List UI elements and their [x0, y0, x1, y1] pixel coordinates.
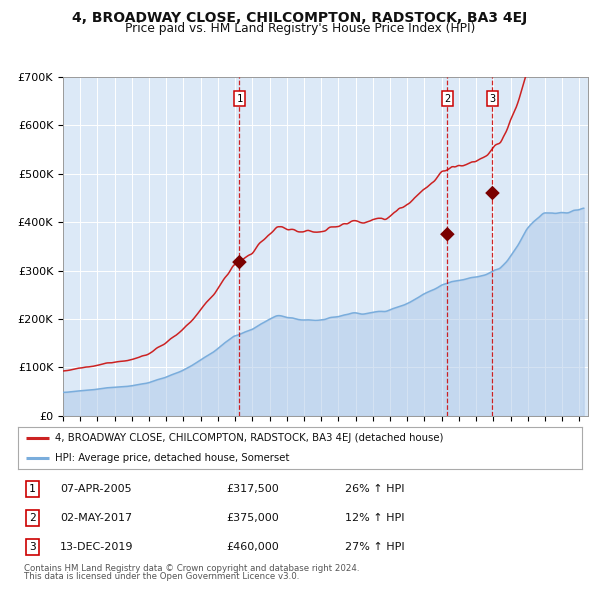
Text: 4, BROADWAY CLOSE, CHILCOMPTON, RADSTOCK, BA3 4EJ (detached house): 4, BROADWAY CLOSE, CHILCOMPTON, RADSTOCK… [55, 432, 443, 442]
Text: 1: 1 [236, 93, 242, 103]
Text: 4, BROADWAY CLOSE, CHILCOMPTON, RADSTOCK, BA3 4EJ: 4, BROADWAY CLOSE, CHILCOMPTON, RADSTOCK… [73, 11, 527, 25]
Text: 07-APR-2005: 07-APR-2005 [60, 484, 132, 494]
Text: £460,000: £460,000 [227, 542, 280, 552]
Text: HPI: Average price, detached house, Somerset: HPI: Average price, detached house, Some… [55, 453, 289, 463]
Text: 02-MAY-2017: 02-MAY-2017 [60, 513, 133, 523]
Text: 26% ↑ HPI: 26% ↑ HPI [345, 484, 404, 494]
Text: Price paid vs. HM Land Registry's House Price Index (HPI): Price paid vs. HM Land Registry's House … [125, 22, 475, 35]
Point [235, 257, 244, 267]
Text: Contains HM Land Registry data © Crown copyright and database right 2024.: Contains HM Land Registry data © Crown c… [24, 564, 359, 573]
Text: £375,000: £375,000 [227, 513, 280, 523]
Text: £317,500: £317,500 [227, 484, 280, 494]
Text: 2: 2 [444, 93, 451, 103]
Text: 2: 2 [29, 513, 35, 523]
Text: 27% ↑ HPI: 27% ↑ HPI [345, 542, 405, 552]
Text: 3: 3 [29, 542, 35, 552]
Text: 13-DEC-2019: 13-DEC-2019 [60, 542, 134, 552]
Text: 12% ↑ HPI: 12% ↑ HPI [345, 513, 404, 523]
Text: 3: 3 [490, 93, 496, 103]
Text: 1: 1 [29, 484, 35, 494]
Point [488, 188, 497, 198]
Point [443, 230, 452, 239]
Text: This data is licensed under the Open Government Licence v3.0.: This data is licensed under the Open Gov… [24, 572, 299, 581]
